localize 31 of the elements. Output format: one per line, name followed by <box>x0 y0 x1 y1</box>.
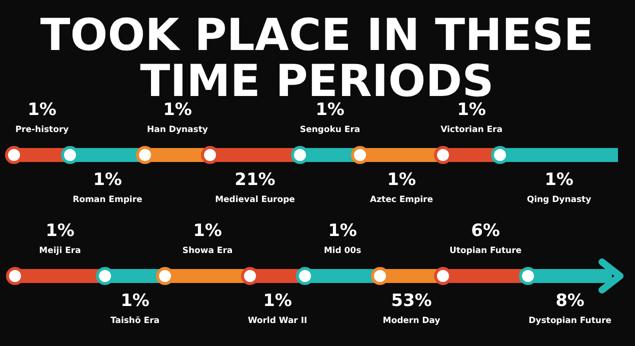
data-label: 1% <box>328 221 357 241</box>
data-label: 21% <box>234 170 276 190</box>
category-label: Dystopian Future <box>528 316 612 326</box>
data-label: 1% <box>46 221 74 241</box>
category-label: Mid 00s <box>324 246 362 256</box>
category-label: Aztec Empire <box>370 195 434 205</box>
data-label: 1% <box>163 100 192 120</box>
category-label: Modern Day <box>382 316 441 326</box>
category-label: Victorian Era <box>440 125 503 135</box>
category-label: Pre-history <box>15 125 70 135</box>
category-label: Meiji Era <box>39 246 82 256</box>
category-label: Utopian Future <box>449 246 522 256</box>
category-label: Medieval Europe <box>215 195 296 205</box>
data-label: 1% <box>387 170 416 190</box>
category-label: Qing Dynasty <box>526 195 592 205</box>
data-label: 1% <box>316 100 344 120</box>
data-label: 1% <box>193 221 222 241</box>
data-label: 53% <box>391 291 432 311</box>
category-label: World War II <box>248 316 308 326</box>
category-label: Showa Era <box>182 246 233 256</box>
category-label: Han Dynasty <box>147 125 208 135</box>
data-label: 1% <box>263 291 292 311</box>
data-label: 1% <box>93 170 122 190</box>
data-label: 1% <box>544 170 574 190</box>
data-label: 1% <box>120 291 150 311</box>
data-label: 1% <box>457 100 486 120</box>
data-label: 8% <box>556 291 584 311</box>
data-label: 6% <box>471 221 500 241</box>
category-label: Sengoku Era <box>300 125 360 135</box>
category-label: Taishō Era <box>110 316 160 326</box>
category-label: Roman Empire <box>72 195 143 205</box>
